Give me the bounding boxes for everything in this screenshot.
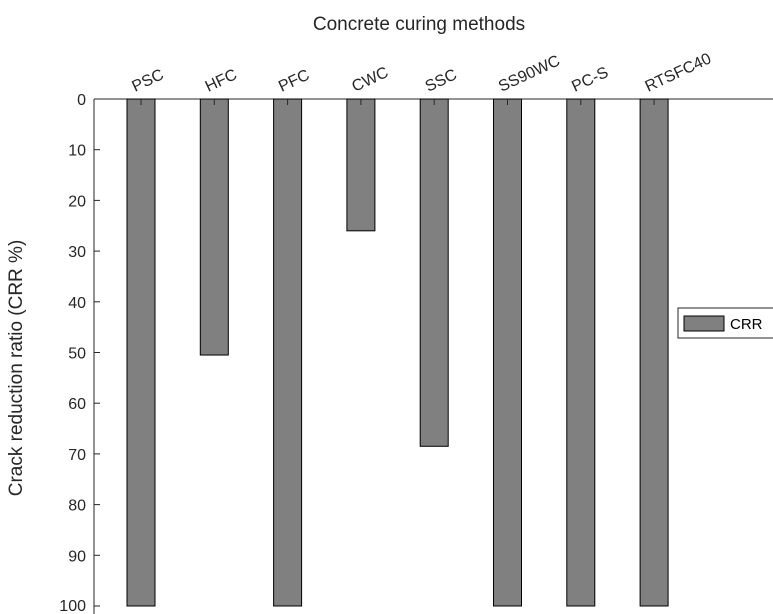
legend-swatch: [683, 315, 725, 332]
y-tick-label: 50: [68, 346, 86, 363]
x-tick-label: SSC: [423, 66, 460, 95]
legend: CRR: [677, 307, 773, 339]
bar-pc-s: [566, 98, 596, 607]
x-tick-label: HFC: [203, 66, 240, 95]
y-tick-label: 100: [59, 598, 86, 614]
bar-psc: [126, 98, 156, 607]
x-tick-label: PSC: [130, 66, 167, 95]
bar-hfc: [199, 98, 229, 356]
bar-ss90wc: [493, 98, 522, 607]
y-tick-label: 60: [68, 396, 86, 413]
bar-pfc: [273, 98, 303, 607]
y-tick-label: 10: [68, 143, 86, 160]
x-axis-title: Concrete curing methods: [313, 14, 525, 35]
y-tick-label: 90: [68, 548, 86, 565]
y-ticks-group: 0 10 20 30 40 50 60 70 80 90 100: [59, 92, 100, 614]
y-tick-label: 0: [77, 92, 86, 109]
x-tick-label: RTSFC40: [643, 50, 714, 95]
bar-rtsfc40: [639, 98, 669, 607]
y-tick-label: 40: [68, 295, 86, 312]
x-tick-label: CWC: [349, 64, 391, 96]
y-tick-label: 20: [68, 193, 86, 210]
x-tick-label: PFC: [276, 67, 312, 96]
y-tick-label: 30: [68, 244, 86, 261]
y-axis-title: Crack reduction ratio (CRR %): [6, 240, 27, 497]
y-tick-label: 80: [68, 498, 86, 515]
bar-cwc: [346, 98, 376, 232]
legend-label: CRR: [730, 316, 763, 333]
x-ticks-group: PSC HFC PFC CWC SSC SS90WC PC-S RTSFC40: [130, 50, 714, 105]
bars-group: [126, 98, 669, 607]
bar-ssc: [419, 98, 449, 447]
y-tick-label: 70: [68, 447, 86, 464]
x-tick-label: PC-S: [569, 64, 611, 96]
x-tick-label: SS90WC: [496, 52, 563, 95]
